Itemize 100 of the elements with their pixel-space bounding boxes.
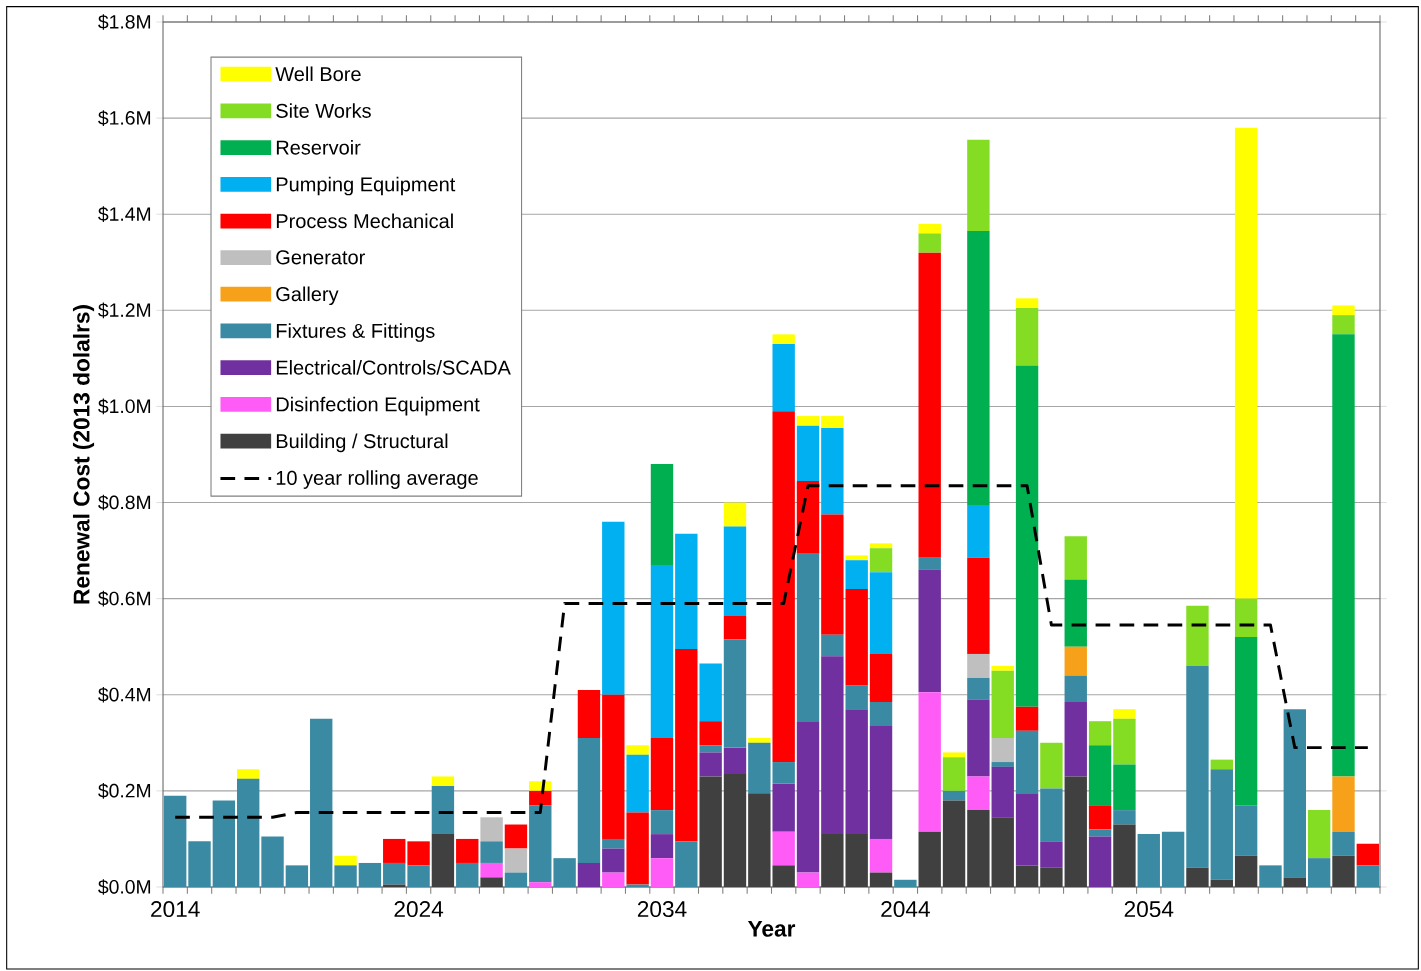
bar (723, 747, 747, 775)
x-tick-label: 2014 (151, 901, 200, 918)
legend-label: Disinfection Equipment (276, 396, 480, 416)
bar (650, 565, 674, 739)
bar (261, 836, 284, 887)
bar (1283, 709, 1306, 878)
y-tick-label: $0.4M (98, 686, 151, 703)
bar (869, 572, 893, 654)
bar (1064, 536, 1087, 580)
bar (285, 865, 309, 887)
bar (918, 692, 941, 832)
bar (1234, 805, 1258, 856)
bar (529, 805, 552, 883)
bar (967, 677, 990, 700)
bar (504, 824, 528, 849)
bar (1210, 759, 1233, 770)
bar (1356, 865, 1380, 887)
bar (918, 233, 941, 253)
y-tick-label: $0.2M (98, 783, 151, 799)
bar (1015, 865, 1039, 887)
bar (1064, 675, 1087, 702)
bar (796, 872, 820, 887)
legend-label: Electrical/Controls/SCADA (276, 360, 511, 375)
bar (723, 615, 747, 640)
bar (1088, 836, 1112, 887)
bar (1113, 810, 1136, 825)
bar (869, 543, 893, 549)
bar (869, 838, 893, 873)
bar (991, 817, 1014, 887)
bar (237, 778, 260, 887)
bar (699, 663, 722, 722)
bar (1015, 730, 1039, 794)
bar (1186, 867, 1209, 887)
legend-label: Site Works (276, 103, 371, 118)
bar (383, 862, 406, 885)
bar (967, 776, 990, 811)
bar (602, 848, 625, 873)
bar (967, 653, 990, 678)
bar (1332, 305, 1355, 316)
bar (1259, 865, 1282, 887)
bar (918, 252, 941, 558)
bar (1332, 855, 1355, 887)
bar (796, 416, 820, 426)
x-tick-label: 2024 (394, 901, 444, 918)
bar (967, 139, 990, 232)
x-tick-label: 2044 (881, 901, 930, 918)
bar (1064, 776, 1087, 887)
bar (723, 639, 747, 748)
bar (626, 812, 649, 885)
bar (942, 757, 966, 791)
bar (1113, 764, 1136, 811)
bar (772, 831, 795, 866)
bar (699, 776, 722, 887)
y-tick-label: $0.6M (98, 590, 151, 607)
bar (504, 872, 528, 887)
bar (1332, 315, 1355, 335)
bar (918, 557, 941, 570)
bar (967, 231, 990, 505)
bar (1015, 793, 1039, 866)
bar (1040, 742, 1063, 789)
bar (821, 416, 844, 429)
bar (991, 738, 1014, 763)
bar (237, 769, 260, 779)
bar (796, 425, 820, 481)
y-tick-label: $0.0M (98, 879, 151, 895)
y-axis-title: Renewal Cost (2013 dolalrs) (72, 305, 95, 604)
bar (1161, 831, 1185, 887)
legend-label: Fixtures & Fittings (276, 323, 435, 342)
y-tick-label: $1.8M (98, 14, 151, 30)
bar (188, 841, 211, 887)
x-axis-title: Year (747, 920, 796, 937)
bar (723, 774, 747, 887)
bar (967, 699, 990, 777)
bar (1332, 776, 1355, 832)
bar (991, 762, 1014, 767)
bar (772, 783, 795, 832)
bar (602, 694, 625, 839)
y-tick-label: $1.2M (98, 302, 151, 319)
bar (626, 754, 649, 813)
bar (504, 848, 528, 873)
bar (942, 752, 966, 758)
bar (650, 464, 674, 566)
bar (1332, 334, 1355, 777)
bar (1088, 829, 1112, 837)
legend-label: 10 year rolling average (276, 470, 478, 489)
bar (577, 738, 601, 863)
bar (310, 718, 333, 887)
y-tick-label: $1.6M (98, 110, 151, 126)
bar (1088, 805, 1112, 830)
bar (796, 721, 820, 873)
bar (431, 786, 455, 835)
bar (1234, 127, 1258, 599)
bar (163, 795, 187, 887)
bar (529, 882, 552, 887)
bar (529, 790, 552, 806)
bar (1137, 834, 1160, 887)
bar (675, 533, 698, 650)
bar (626, 745, 649, 755)
bar (1307, 810, 1331, 859)
legend-label: Reservoir (276, 139, 361, 155)
